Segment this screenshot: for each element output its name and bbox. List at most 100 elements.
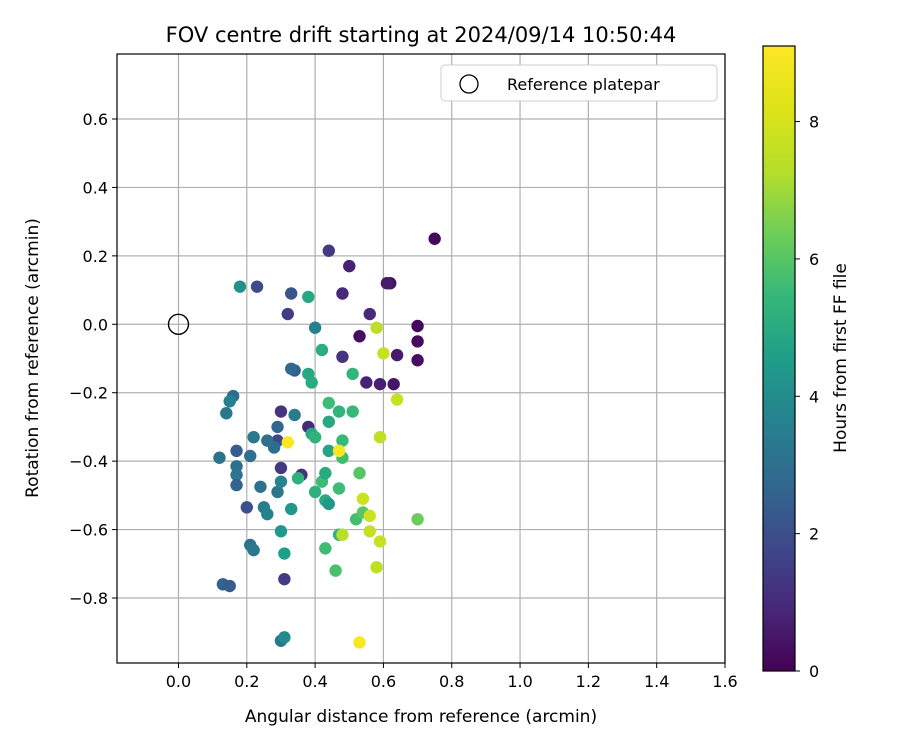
data-point [353, 636, 366, 649]
data-point [322, 396, 335, 410]
data-point [322, 497, 335, 511]
data-point [360, 376, 373, 389]
data-points [213, 232, 441, 649]
y-axis-label: Rotation from reference (arcmin) [23, 218, 43, 498]
x-tick-label: 0.8 [439, 672, 464, 691]
data-point [322, 444, 335, 458]
data-point [223, 579, 236, 593]
x-tick-label: 0.0 [166, 672, 191, 691]
data-point [223, 395, 236, 408]
data-point [285, 287, 298, 300]
data-point [428, 232, 441, 245]
y-tick-label: 0.0 [83, 315, 108, 334]
data-point [387, 377, 400, 391]
data-point [332, 482, 346, 495]
data-point [390, 348, 404, 362]
y-tick-label: −0.6 [69, 521, 108, 540]
data-point [233, 280, 247, 293]
x-tick-label: 0.6 [371, 672, 396, 691]
x-tick-label: 1.0 [507, 672, 532, 691]
chart-title: FOV centre drift starting at 2024/09/14 … [166, 23, 677, 47]
data-point [230, 460, 243, 473]
data-point [302, 290, 315, 304]
data-point [285, 362, 298, 375]
data-point [343, 259, 356, 273]
data-point [377, 347, 390, 360]
colorbar-ticks: 0 2 4 6 8 [795, 113, 819, 681]
colorbar-tick-label: 6 [809, 250, 819, 269]
data-point [278, 547, 291, 560]
data-point [274, 475, 288, 488]
data-point [274, 525, 288, 538]
data-point [230, 468, 243, 482]
x-tick-label: 1.6 [712, 672, 737, 691]
data-point [353, 466, 366, 480]
data-point [380, 277, 394, 290]
data-point [336, 287, 349, 300]
colorbar-tick-label: 8 [809, 113, 819, 132]
data-point [230, 478, 243, 492]
data-point [250, 280, 264, 293]
data-point [213, 451, 226, 464]
data-point [274, 405, 288, 418]
data-point [322, 244, 335, 257]
data-point [240, 501, 253, 514]
data-point [254, 480, 267, 494]
data-point [271, 420, 284, 434]
data-point [346, 367, 359, 381]
data-point [353, 330, 366, 343]
y-tick-label: 0.4 [83, 178, 108, 197]
data-point [305, 376, 318, 389]
data-point [261, 507, 274, 521]
data-point [291, 472, 305, 485]
colorbar-tick-label: 4 [809, 387, 819, 406]
x-axis-label: Angular distance from reference (arcmin) [245, 707, 597, 727]
colorbar-tick-label: 2 [809, 525, 819, 544]
data-point [411, 354, 424, 367]
x-tick-label: 0.4 [302, 672, 327, 691]
data-point [373, 430, 387, 444]
data-point [285, 502, 298, 516]
data-point [411, 319, 424, 333]
data-point [278, 631, 291, 644]
data-point [220, 407, 233, 420]
colorbar-label: Hours from first FF file [831, 263, 851, 453]
data-point [278, 572, 291, 586]
data-point [319, 542, 332, 555]
data-point [274, 461, 288, 475]
data-point [281, 436, 294, 449]
data-point [244, 449, 257, 463]
x-tick-label: 1.4 [644, 672, 669, 691]
data-point [336, 528, 349, 541]
data-point [370, 561, 383, 574]
data-point [308, 485, 322, 499]
data-point [332, 444, 346, 458]
data-point [319, 466, 332, 480]
data-point [329, 564, 342, 577]
data-point [230, 444, 243, 458]
data-point [308, 321, 322, 334]
plot-frame [116, 53, 726, 664]
data-point [271, 485, 284, 499]
data-point [322, 415, 335, 428]
data-point [247, 543, 260, 557]
legend-label: Reference platepar [507, 75, 660, 94]
colorbar-tick-label: 0 [809, 662, 819, 681]
data-point [332, 405, 346, 418]
data-point [411, 513, 424, 526]
data-point [247, 430, 260, 444]
legend: Reference platepar [440, 64, 718, 102]
data-point [315, 343, 329, 357]
data-point [370, 321, 383, 334]
x-tick-label: 0.2 [234, 672, 259, 691]
data-point [308, 430, 322, 444]
data-point [363, 307, 376, 321]
data-point [363, 525, 376, 538]
y-axis-ticks: 0.6 0.4 0.2 0.0 −0.2 −0.4 −0.6 −0.8 [69, 110, 117, 608]
y-tick-label: −0.2 [69, 384, 108, 403]
x-axis-ticks: 0.0 0.2 0.4 0.6 0.8 1.0 1.2 1.4 1.6 [166, 663, 738, 691]
data-point [336, 434, 349, 447]
legend-marker [459, 74, 479, 94]
data-point [373, 535, 387, 548]
